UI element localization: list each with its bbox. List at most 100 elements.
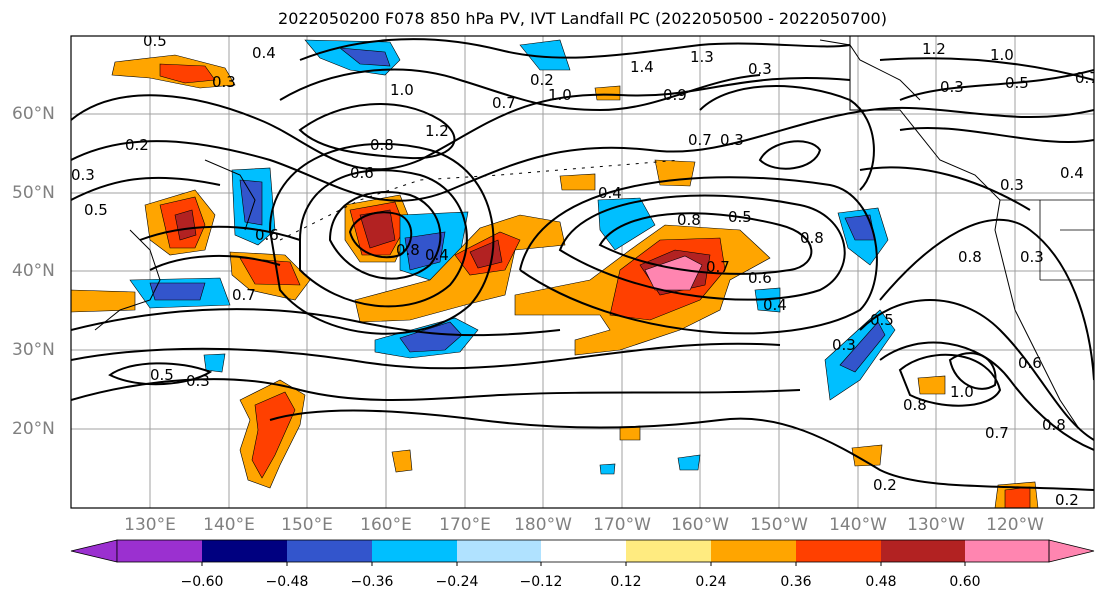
lat-label: 60°N [12,104,55,124]
colorbar-tick-label: −0.36 [350,574,394,590]
colorbar-segment [202,540,287,562]
colorbar-tick-label: 0.36 [780,574,812,590]
colorbar-segment [965,540,1049,562]
contour-label: 0.9 [663,86,687,104]
contour-label: 1.2 [425,122,449,140]
us-borders [1000,199,1094,281]
colorbar-segment [117,540,202,562]
contour-label: 0.5 [870,311,894,329]
lat-label: 50°N [12,183,55,203]
colorbar-tick-label: −0.48 [265,574,309,590]
lon-label: 120°W [986,515,1044,535]
colorbar-segment [457,540,541,562]
pv-negative-region [149,282,206,301]
colorbar-tick-label: 0.48 [865,574,897,590]
pv-negative-region [404,231,446,271]
contour-label: 0.3 [940,78,964,96]
contour-label: 0.2 [1055,491,1079,509]
contour-label: 1.0 [990,46,1014,64]
pv-positive-region [1004,486,1031,508]
lat-label: 30°N [12,340,55,360]
pv-positive-region [391,449,413,473]
colorbar-segment [626,540,711,562]
colorbar-tick-label: −0.12 [519,574,563,590]
contour-label: 0.3 [1020,248,1044,266]
pv-negative-region [677,454,701,471]
colorbar-tick-label: −0.60 [180,574,224,590]
lon-label: 170°W [593,515,651,535]
contour-label: 0.8 [800,229,824,247]
contour-label: 1.2 [922,40,946,58]
contour-label: 0.4 [1060,164,1084,182]
colorbar [70,539,1095,566]
contour-label: 0.8 [370,136,394,154]
lat-label: 20°N [12,419,55,439]
contour-label: 0.4 [425,246,449,264]
lon-label: 130°E [124,515,176,535]
contour-label: 0.3 [832,336,856,354]
contour-label: 0.6 [255,226,279,244]
contour-label: 0.5 [1005,74,1029,92]
contour-label: 0.8 [1042,416,1066,434]
contour-label: 0.3 [748,60,772,78]
contour-label: 0.4 [252,44,276,62]
lon-label: 170°E [439,515,491,535]
pv-negative-region [839,321,886,373]
contour-label: 0.2 [530,71,554,89]
map-frame [70,35,1095,509]
lon-label: 150°W [750,515,808,535]
contour-label: 0.5 [150,366,174,384]
contour-label: 0.6 [1018,354,1042,372]
colorbar-extend-high [1048,539,1095,563]
contour-label: 0.5 [728,208,752,226]
contour-label: 0.7 [706,258,730,276]
pv-positive-region [251,391,296,479]
lon-label: 140°W [829,515,887,535]
colorbar-segment [711,540,796,562]
contour-label: 0.4 [598,184,622,202]
contour-label: 1.3 [690,48,714,66]
colorbar-segment [796,540,881,562]
colorbar-segment [541,540,626,562]
colorbar-extend-low [70,539,118,563]
contour-label: 1.4 [630,58,654,76]
contour-label: 0.7 [492,94,516,112]
pv-positive-region [71,289,136,313]
contour-label: 0.8 [396,241,420,259]
kamchatka-coast [204,159,256,231]
pv-negative-region [599,463,616,475]
contour-label: 0.3 [1000,176,1024,194]
contour-label: 0.8 [903,396,927,414]
lon-label: 180°W [514,515,572,535]
japan-coast [94,229,161,331]
pv-positive-region [917,375,946,395]
colorbar-tick-label: 0.24 [695,574,727,590]
contour-label: 0.8 [958,248,982,266]
colorbar-segment [881,540,965,562]
lon-label: 140°E [203,515,255,535]
pv-shading [71,39,1039,508]
contour-label: 0.2 [125,136,149,154]
colorbar-tick-label: 0.60 [949,574,981,590]
contour-label: 0.3 [186,372,210,390]
contour-label: 0.5 [84,201,108,219]
contour-label: 0.7 [985,424,1009,442]
colorbar-tick-label: −0.24 [435,574,479,590]
contour-label: 0.5 [143,32,167,50]
contour-label: 0.7 [1075,69,1099,87]
map-title: 2022050200 F078 850 hPa PV, IVT Landfall… [278,9,887,28]
contour-label-layer: 0.5 0.4 0.3 1.0 1.4 1.3 0.3 1.2 1.0 0.2 … [71,32,1099,509]
contour-label: 0.6 [748,269,772,287]
pv-negative-region [239,179,263,226]
contour-label: 0.3 [71,166,95,184]
coastlines [94,36,1094,441]
ivt-contours [71,38,1094,491]
contour-label: 1.0 [390,81,414,99]
pv-positive-region [644,255,703,291]
pv-negative-region [399,321,463,353]
contour-label: 0.3 [212,73,236,91]
pv-positive-region [594,85,621,101]
contour-label: 0.8 [677,211,701,229]
lon-label: 160°W [671,515,729,535]
